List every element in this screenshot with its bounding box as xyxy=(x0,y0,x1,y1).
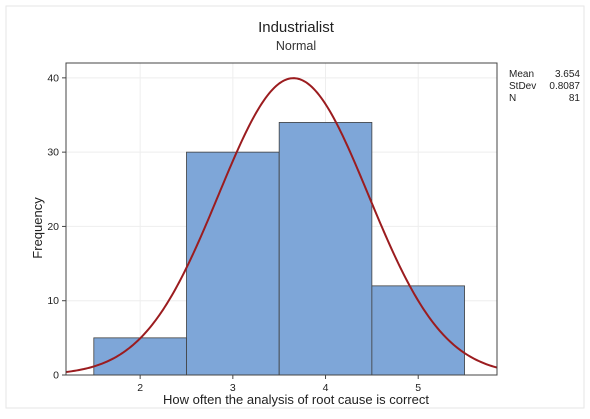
y-tick-label: 10 xyxy=(47,295,59,307)
axes-layer: 0 10 20 30 40 2 3 4 5 xyxy=(47,62,498,394)
stat-stdev-value: 0.8087 xyxy=(549,81,580,92)
stat-n-value: 81 xyxy=(569,93,581,104)
histogram-bar xyxy=(186,151,280,376)
stat-stdev-label: StDev xyxy=(509,81,536,92)
y-tick-label: 30 xyxy=(47,147,59,159)
stats-legend: Mean 3.654 StDev 0.8087 N 81 xyxy=(509,69,580,104)
fit-curve-layer xyxy=(65,77,498,374)
y-tick-label: 20 xyxy=(47,221,59,233)
x-axis-label: How often the analysis of root cause is … xyxy=(163,392,429,407)
x-tick-label: 4 xyxy=(323,382,329,394)
stat-mean-value: 3.654 xyxy=(555,69,580,80)
chart-title: Industrialist xyxy=(258,19,335,36)
chart-subtitle: Normal xyxy=(276,39,316,53)
normal-fit-curve xyxy=(65,77,498,374)
y-tick-label: 0 xyxy=(53,370,59,382)
stat-mean-label: Mean xyxy=(509,69,534,80)
histogram-bar xyxy=(278,122,373,376)
plot-area-border xyxy=(65,62,498,376)
y-tick-label: 40 xyxy=(47,72,59,84)
x-tick-label: 2 xyxy=(137,382,143,394)
y-axis-label: Frequency xyxy=(30,197,45,259)
x-tick-label: 5 xyxy=(415,382,421,394)
stat-n-label: N xyxy=(509,93,516,104)
histogram-bar xyxy=(93,337,187,376)
x-tick-label: 3 xyxy=(230,382,236,394)
